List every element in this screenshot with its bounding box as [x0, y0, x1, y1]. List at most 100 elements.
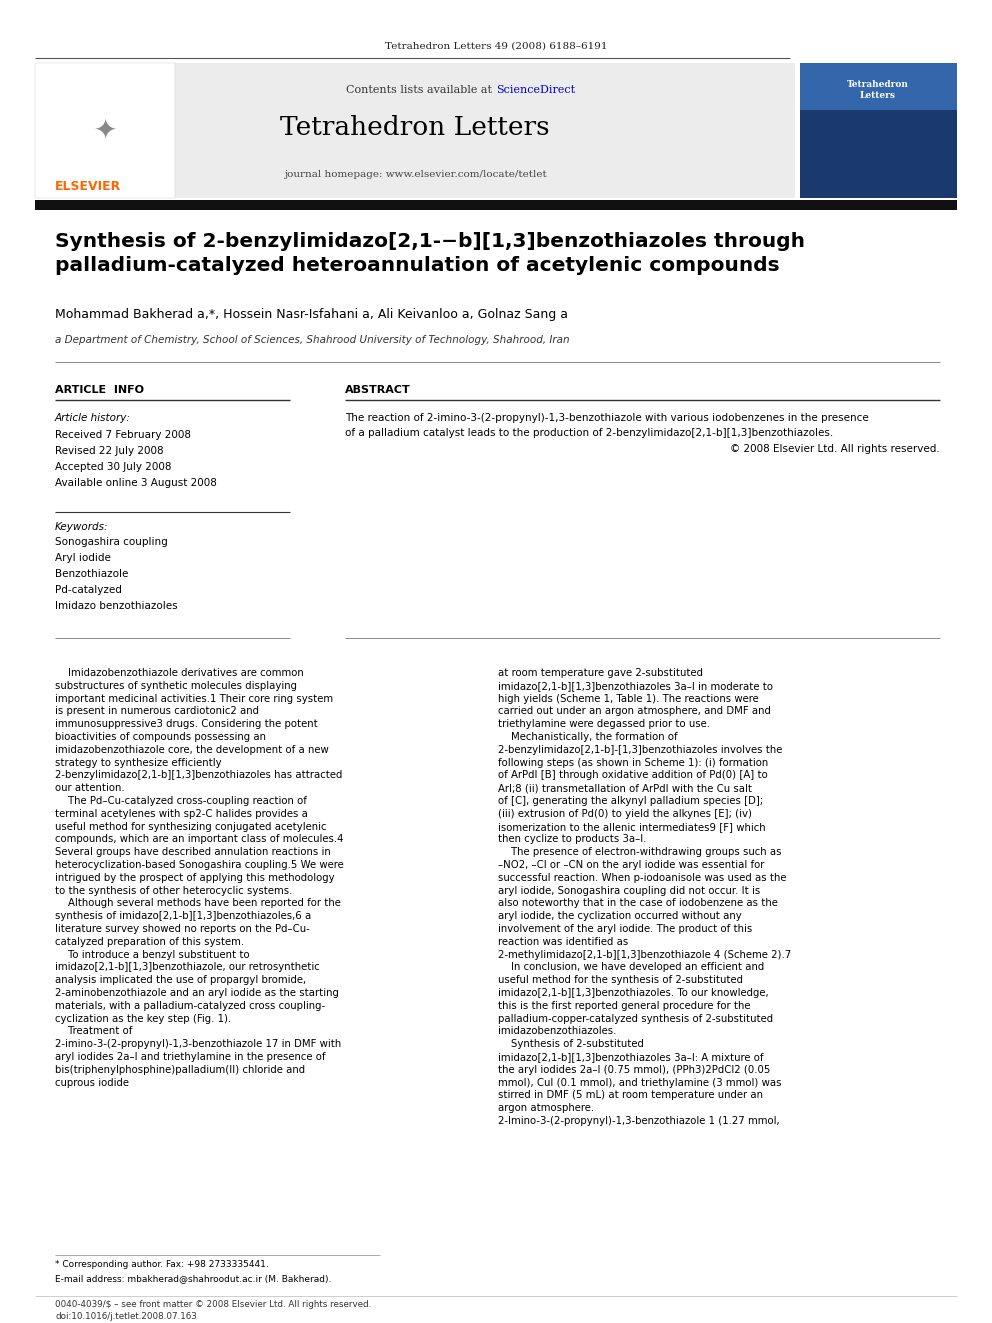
- Text: materials, with a palladium-catalyzed cross coupling-: materials, with a palladium-catalyzed cr…: [55, 1000, 325, 1011]
- Text: high yields (Scheme 1, Table 1). The reactions were: high yields (Scheme 1, Table 1). The rea…: [498, 693, 759, 704]
- Text: Treatment of: Treatment of: [55, 1027, 132, 1036]
- Text: imidazobenzothiazoles.: imidazobenzothiazoles.: [498, 1027, 616, 1036]
- Text: ABSTRACT: ABSTRACT: [345, 385, 411, 396]
- Text: Synthesis of 2-substituted: Synthesis of 2-substituted: [498, 1039, 644, 1049]
- Text: imidazo[2,1-b][1,3]benzothiazole, our retrosynthetic: imidazo[2,1-b][1,3]benzothiazole, our re…: [55, 962, 319, 972]
- Text: aryl iodide, the cyclization occurred without any: aryl iodide, the cyclization occurred wi…: [498, 912, 742, 921]
- Text: stirred in DMF (5 mL) at room temperature under an: stirred in DMF (5 mL) at room temperatur…: [498, 1090, 763, 1101]
- Text: Article history:: Article history:: [55, 413, 131, 423]
- Text: ✦: ✦: [93, 116, 117, 144]
- Text: Imidazo benzothiazoles: Imidazo benzothiazoles: [55, 601, 178, 611]
- Text: important medicinal activities.1 Their core ring system: important medicinal activities.1 Their c…: [55, 693, 333, 704]
- Text: bioactivities of compounds possessing an: bioactivities of compounds possessing an: [55, 732, 266, 742]
- Text: intrigued by the prospect of applying this methodology: intrigued by the prospect of applying th…: [55, 873, 334, 882]
- Text: the aryl iodides 2a–l (0.75 mmol), (PPh3)2PdCl2 (0.05: the aryl iodides 2a–l (0.75 mmol), (PPh3…: [498, 1065, 771, 1074]
- Text: reaction was identified as: reaction was identified as: [498, 937, 628, 947]
- Text: of ArPdI [B] through oxidative addition of Pd(0) [A] to: of ArPdI [B] through oxidative addition …: [498, 770, 768, 781]
- Text: our attention.: our attention.: [55, 783, 125, 794]
- Text: carried out under an argon atmosphere, and DMF and: carried out under an argon atmosphere, a…: [498, 706, 771, 716]
- Text: The Pd–Cu-catalyzed cross-coupling reaction of: The Pd–Cu-catalyzed cross-coupling react…: [55, 796, 307, 806]
- Text: triethylamine were degassed prior to use.: triethylamine were degassed prior to use…: [498, 720, 710, 729]
- Text: Keywords:: Keywords:: [55, 523, 108, 532]
- Text: ScienceDirect: ScienceDirect: [496, 85, 575, 95]
- Text: of a palladium catalyst leads to the production of 2-benzylimidazo[2,1-b][1,3]be: of a palladium catalyst leads to the pro…: [345, 429, 833, 438]
- Text: 2-benzylimidazo[2,1-b][1,3]benzothiazoles has attracted: 2-benzylimidazo[2,1-b][1,3]benzothiazole…: [55, 770, 342, 781]
- Text: useful method for the synthesis of 2-substituted: useful method for the synthesis of 2-sub…: [498, 975, 743, 986]
- Text: catalyzed preparation of this system.: catalyzed preparation of this system.: [55, 937, 244, 947]
- Text: © 2008 Elsevier Ltd. All rights reserved.: © 2008 Elsevier Ltd. All rights reserved…: [730, 445, 940, 454]
- Text: imidazo[2,1-b][1,3]benzothiazoles 3a–l: A mixture of: imidazo[2,1-b][1,3]benzothiazoles 3a–l: …: [498, 1052, 764, 1062]
- Text: argon atmosphere.: argon atmosphere.: [498, 1103, 594, 1113]
- Text: Accepted 30 July 2008: Accepted 30 July 2008: [55, 462, 172, 472]
- Text: Tetrahedron Letters: Tetrahedron Letters: [280, 115, 550, 140]
- Text: compounds, which are an important class of molecules.4: compounds, which are an important class …: [55, 835, 343, 844]
- Text: of [C], generating the alkynyl palladium species [D];: of [C], generating the alkynyl palladium…: [498, 796, 763, 806]
- Text: literature survey showed no reports on the Pd–Cu-: literature survey showed no reports on t…: [55, 923, 310, 934]
- Text: imidazobenzothiazole core, the development of a new: imidazobenzothiazole core, the developme…: [55, 745, 328, 755]
- Text: Sonogashira coupling: Sonogashira coupling: [55, 537, 168, 546]
- Text: useful method for synthesizing conjugated acetylenic: useful method for synthesizing conjugate…: [55, 822, 326, 832]
- Text: doi:10.1016/j.tetlet.2008.07.163: doi:10.1016/j.tetlet.2008.07.163: [55, 1312, 196, 1320]
- Text: isomerization to the allenic intermediates9 [F] which: isomerization to the allenic intermediat…: [498, 822, 766, 832]
- Text: then cyclize to products 3a–l.: then cyclize to products 3a–l.: [498, 835, 647, 844]
- Text: 0040-4039/$ – see front matter © 2008 Elsevier Ltd. All rights reserved.: 0040-4039/$ – see front matter © 2008 El…: [55, 1301, 371, 1308]
- Text: bis(triphenylphosphine)palladium(II) chloride and: bis(triphenylphosphine)palladium(II) chl…: [55, 1065, 306, 1074]
- Text: substructures of synthetic molecules displaying: substructures of synthetic molecules dis…: [55, 681, 297, 691]
- Text: Imidazobenzothiazole derivatives are common: Imidazobenzothiazole derivatives are com…: [55, 668, 304, 677]
- Text: E-mail address: mbakherad@shahroodut.ac.ir (M. Bakherad).: E-mail address: mbakherad@shahroodut.ac.…: [55, 1274, 331, 1283]
- Text: at room temperature gave 2-substituted: at room temperature gave 2-substituted: [498, 668, 703, 677]
- Text: Mechanistically, the formation of: Mechanistically, the formation of: [498, 732, 678, 742]
- Text: –NO2, –Cl or –CN on the aryl iodide was essential for: –NO2, –Cl or –CN on the aryl iodide was …: [498, 860, 765, 871]
- Text: to the synthesis of other heterocyclic systems.: to the synthesis of other heterocyclic s…: [55, 885, 293, 896]
- Text: ELSEVIER: ELSEVIER: [55, 180, 121, 193]
- Text: terminal acetylenes with sp2-C halides provides a: terminal acetylenes with sp2-C halides p…: [55, 808, 308, 819]
- Bar: [35, 64, 175, 198]
- Text: aryl iodides 2a–l and triethylamine in the presence of: aryl iodides 2a–l and triethylamine in t…: [55, 1052, 325, 1062]
- Text: Several groups have described annulation reactions in: Several groups have described annulation…: [55, 847, 330, 857]
- Text: Benzothiazole: Benzothiazole: [55, 569, 128, 579]
- Text: Although several methods have been reported for the: Although several methods have been repor…: [55, 898, 341, 909]
- Text: ARTICLE  INFO: ARTICLE INFO: [55, 385, 144, 396]
- Text: Received 7 February 2008: Received 7 February 2008: [55, 430, 191, 441]
- Text: 2-benzylimidazo[2,1-b]-[1,3]benzothiazoles involves the: 2-benzylimidazo[2,1-b]-[1,3]benzothiazol…: [498, 745, 783, 755]
- Text: Tetrahedron
Letters: Tetrahedron Letters: [847, 79, 909, 101]
- Bar: [800, 64, 957, 198]
- Text: is present in numerous cardiotonic2 and: is present in numerous cardiotonic2 and: [55, 706, 259, 716]
- Text: 2-imino-3-(2-propynyl)-1,3-benzothiazole 17 in DMF with: 2-imino-3-(2-propynyl)-1,3-benzothiazole…: [55, 1039, 341, 1049]
- Text: Mohammad Bakherad a,*, Hossein Nasr-Isfahani a, Ali Keivanloo a, Golnaz Sang a: Mohammad Bakherad a,*, Hossein Nasr-Isfa…: [55, 308, 568, 321]
- Text: also noteworthy that in the case of iodobenzene as the: also noteworthy that in the case of iodo…: [498, 898, 778, 909]
- Text: immunosuppressive3 drugs. Considering the potent: immunosuppressive3 drugs. Considering th…: [55, 720, 317, 729]
- Bar: [35, 64, 795, 198]
- Text: 2-methylimidazo[2,1-b][1,3]benzothiazole 4 (Scheme 2).7: 2-methylimidazo[2,1-b][1,3]benzothiazole…: [498, 950, 792, 959]
- Text: involvement of the aryl iodide. The product of this: involvement of the aryl iodide. The prod…: [498, 923, 752, 934]
- Text: journal homepage: www.elsevier.com/locate/tetlet: journal homepage: www.elsevier.com/locat…: [284, 169, 547, 179]
- Text: a Department of Chemistry, School of Sciences, Shahrood University of Technology: a Department of Chemistry, School of Sci…: [55, 335, 569, 345]
- Text: heterocyclization-based Sonogashira coupling.5 We were: heterocyclization-based Sonogashira coup…: [55, 860, 344, 871]
- Text: synthesis of imidazo[2,1-b][1,3]benzothiazoles,6 a: synthesis of imidazo[2,1-b][1,3]benzothi…: [55, 912, 311, 921]
- Text: cuprous iodide: cuprous iodide: [55, 1078, 129, 1088]
- Text: 2-Imino-3-(2-propynyl)-1,3-benzothiazole 1 (1.27 mmol,: 2-Imino-3-(2-propynyl)-1,3-benzothiazole…: [498, 1117, 780, 1126]
- Text: Available online 3 August 2008: Available online 3 August 2008: [55, 478, 217, 488]
- Text: strategy to synthesize efficiently: strategy to synthesize efficiently: [55, 758, 221, 767]
- Text: successful reaction. When p-iodoanisole was used as the: successful reaction. When p-iodoanisole …: [498, 873, 787, 882]
- Bar: [800, 64, 957, 110]
- Text: analysis implicated the use of propargyl bromide,: analysis implicated the use of propargyl…: [55, 975, 307, 986]
- Text: Synthesis of 2-benzylimidazo[2,1-−b][1,3]benzothiazoles through
palladium-cataly: Synthesis of 2-benzylimidazo[2,1-−b][1,3…: [55, 232, 805, 275]
- Text: imidazo[2,1-b][1,3]benzothiazoles. To our knowledge,: imidazo[2,1-b][1,3]benzothiazoles. To ou…: [498, 988, 769, 998]
- Text: * Corresponding author. Fax: +98 2733335441.: * Corresponding author. Fax: +98 2733335…: [55, 1259, 269, 1269]
- Text: Aryl iodide: Aryl iodide: [55, 553, 111, 564]
- Text: Pd-catalyzed: Pd-catalyzed: [55, 585, 122, 595]
- Text: (iii) extrusion of Pd(0) to yield the alkynes [E]; (iv): (iii) extrusion of Pd(0) to yield the al…: [498, 808, 752, 819]
- Text: mmol), CuI (0.1 mmol), and triethylamine (3 mmol) was: mmol), CuI (0.1 mmol), and triethylamine…: [498, 1078, 782, 1088]
- Text: cyclization as the key step (Fig. 1).: cyclization as the key step (Fig. 1).: [55, 1013, 231, 1024]
- Bar: [35, 200, 957, 210]
- Text: To introduce a benzyl substituent to: To introduce a benzyl substituent to: [55, 950, 250, 959]
- Text: The presence of electron-withdrawing groups such as: The presence of electron-withdrawing gro…: [498, 847, 782, 857]
- Text: aryl iodide, Sonogashira coupling did not occur. It is: aryl iodide, Sonogashira coupling did no…: [498, 885, 760, 896]
- Text: palladium-copper-catalyzed synthesis of 2-substituted: palladium-copper-catalyzed synthesis of …: [498, 1013, 773, 1024]
- Text: In conclusion, we have developed an efficient and: In conclusion, we have developed an effi…: [498, 962, 764, 972]
- Text: following steps (as shown in Scheme 1): (i) formation: following steps (as shown in Scheme 1): …: [498, 758, 768, 767]
- Text: 2-aminobenzothiazole and an aryl iodide as the starting: 2-aminobenzothiazole and an aryl iodide …: [55, 988, 339, 998]
- Text: Contents lists available at: Contents lists available at: [346, 85, 496, 95]
- Text: Revised 22 July 2008: Revised 22 July 2008: [55, 446, 164, 456]
